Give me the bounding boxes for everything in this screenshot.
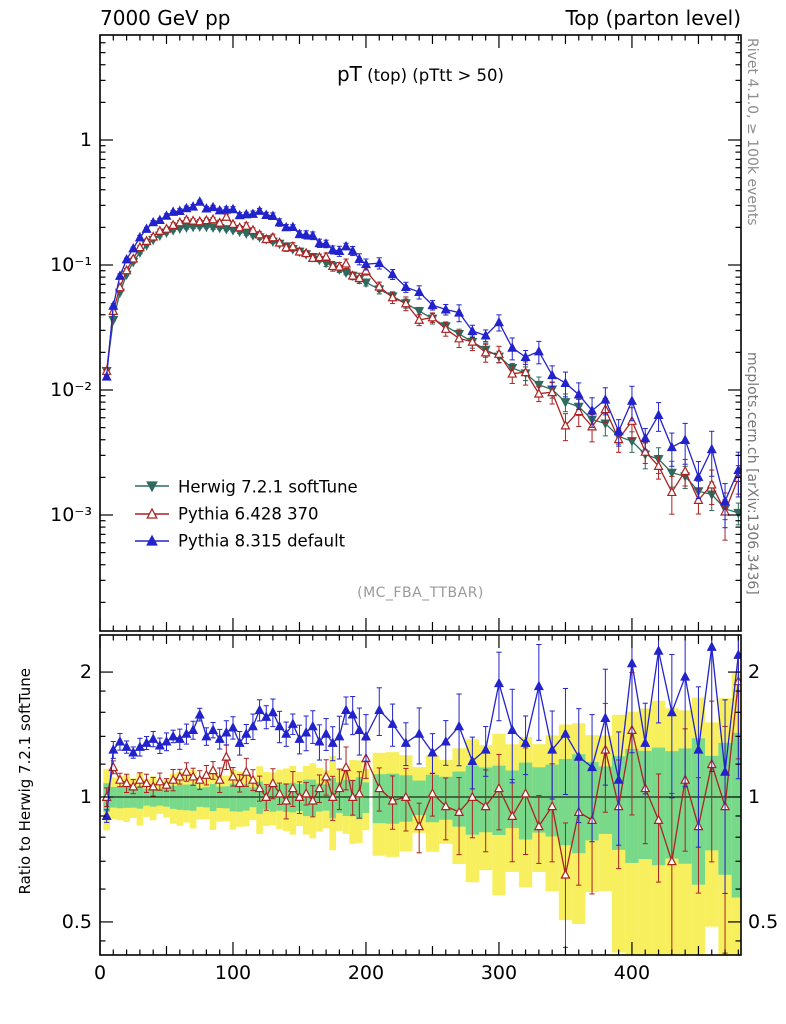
main-panel-frame: [99, 34, 742, 632]
legend-label-pythia6: Pythia 6.428 370: [178, 504, 319, 524]
y-tick-label-main: 10⁻³: [50, 504, 92, 526]
y-tick-label-main: 10⁻¹: [50, 254, 92, 276]
legend-label-pythia8: Pythia 8.315 default: [178, 531, 346, 551]
legend-markers: [135, 481, 169, 546]
series-pythia6-main: [101, 211, 741, 541]
x-tick-label: 400: [613, 962, 651, 984]
x-tick-label: 0: [93, 962, 107, 984]
series-pythia8-main: [101, 196, 741, 529]
x-tick-label: 300: [480, 962, 518, 984]
ratio-axis-title: Ratio to Herwig 7.2.1 softTune: [16, 668, 34, 895]
y-tick-label-ratio-left: 2: [79, 661, 92, 684]
axis-ticks: [99, 35, 741, 955]
y-tick-label-main: 10⁻²: [50, 379, 92, 401]
series-pythia8-ratio: [101, 635, 741, 894]
legend-label-herwig: Herwig 7.2.1 softTune: [178, 477, 358, 497]
y-tick-label-ratio-right: 1: [748, 786, 761, 808]
plot-title-cut: (top) (pTtt > 50): [361, 66, 504, 85]
rivet-version-label: Rivet 4.1.0, ≥ 100k events: [744, 38, 760, 226]
analysis-watermark: (MC_FBA_TTBAR): [357, 585, 484, 601]
plot-title: pT (top) (pTtt > 50): [100, 62, 741, 86]
header-analysis: Top (parton level): [565, 6, 741, 30]
y-tick-label-ratio-right: 2: [748, 661, 761, 684]
mcplots-arxiv-label: mcplots.cern.ch [arXiv:1306.3436]: [744, 352, 760, 595]
x-tick-label: 200: [347, 962, 385, 984]
y-tick-label-ratio-right: 0.5: [748, 910, 779, 933]
ratio-panel-frame: [99, 634, 742, 956]
y-tick-label-ratio-left: 0.5: [61, 910, 92, 933]
x-tick-label: 100: [214, 962, 252, 984]
header-beam-energy: 7000 GeV pp: [100, 6, 231, 30]
y-tick-label-ratio-left: 1: [79, 786, 92, 808]
y-tick-label-main: 1: [79, 129, 92, 151]
plot-title-observable: pT: [336, 62, 362, 86]
